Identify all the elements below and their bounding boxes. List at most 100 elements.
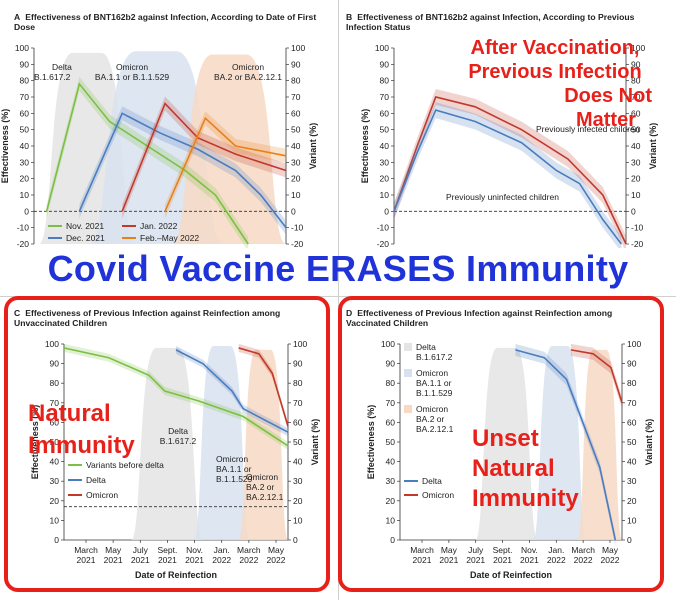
region-label-omicron-ba2-sub2: BA.2.12.1: [246, 492, 284, 502]
y-tick-label-right: 30: [627, 476, 637, 486]
y-tick-label-left: -20: [377, 239, 390, 248]
annotation-b-line-1: After Vaccination,: [470, 37, 640, 59]
y-tick-label-left: 40: [380, 141, 390, 151]
panel-b-letter: B: [346, 12, 353, 22]
y-tick-label-right: 30: [631, 157, 641, 167]
y-tick-label-right: 60: [631, 108, 641, 118]
annotation-b-line-2: Previous Infection: [468, 61, 642, 83]
panel-a-title: A Effectiveness of BNT162b2 against Infec…: [14, 12, 334, 32]
y-tick-label-right: 10: [631, 190, 641, 200]
x-tick-label-year: 2021: [520, 555, 539, 565]
y-tick-label-right: 90: [291, 59, 301, 69]
red-highlight-box-c: [4, 296, 330, 592]
series-ci-band-1: [394, 102, 622, 248]
x-tick-label-year: 2021: [439, 555, 458, 565]
y-tick-label-left: 60: [386, 417, 396, 427]
y-tick-label-right: 30: [291, 157, 301, 167]
legend-omicron-label: Omicron: [422, 490, 454, 500]
y-tick-label-left: 80: [380, 76, 390, 86]
x-tick-label-year: 2021: [493, 555, 512, 565]
y-tick-label-left: 30: [50, 476, 60, 486]
y-tick-label-right: 0: [293, 535, 298, 545]
y-tick-label-right: 70: [293, 398, 303, 408]
y-tick-label-left: 10: [20, 190, 30, 200]
annotation-b-line-3: Does Not: [564, 85, 652, 107]
annotation-d-line-1: Unset: [472, 425, 539, 452]
y-tick-label-right: 20: [293, 496, 303, 506]
series-ci-band-2: [122, 96, 286, 219]
y-tick-label-left: 50: [50, 437, 60, 447]
legend-region-omicron-ba1-sub1: BA.1.1 or: [416, 378, 452, 388]
x-tick-label-year: 2021: [413, 555, 432, 565]
curve-label-previously-uninfected: Previously uninfected children: [446, 192, 559, 202]
y-tick-label-right: 60: [627, 417, 637, 427]
y-axis-title-right: Variant (%): [310, 419, 320, 466]
region-label-omicron-ba1-sub2: B.1.1.529: [216, 474, 253, 484]
y-tick-label-left: 100: [45, 339, 59, 349]
y-tick-label-left: 0: [390, 535, 395, 545]
y-tick-label-left: 70: [380, 92, 390, 102]
annotation-c-line-1: Natural: [28, 400, 111, 427]
x-tick-label-year: 2022: [547, 555, 566, 565]
legend-region-omicron-ba2-sub2: BA.2.12.1: [416, 424, 454, 434]
x-tick-label-month: Nov.: [521, 545, 538, 555]
y-tick-label-right: 10: [291, 190, 301, 200]
series-ci-band-0: [394, 89, 626, 248]
x-tick-label-year: 2021: [104, 555, 123, 565]
annotation-b-line-4: Matter: [575, 109, 636, 131]
y-tick-label-left: 100: [381, 339, 395, 349]
region-label-omicron-ba1-sub: BA.1.1 or B.1.1.529: [95, 72, 169, 82]
y-axis-title-right: Variant (%): [308, 123, 318, 170]
y-tick-label-right: 50: [627, 437, 637, 447]
y-tick-label-left: 90: [20, 59, 30, 69]
x-tick-label-year: 2021: [131, 555, 150, 565]
series-line-0: [393, 96, 627, 245]
x-tick-label-month: Jan.: [548, 545, 564, 555]
legend-delta-label: Delta: [86, 475, 106, 485]
y-tick-label-left: 0: [24, 206, 29, 216]
y-tick-label-right: 90: [627, 359, 637, 369]
curve-label-previously-infected: Previously infected children: [536, 124, 640, 134]
legend-region-omicron-ba1: Omicron: [416, 368, 448, 378]
legend-swatch-omicron-ba2-region: [404, 405, 412, 413]
panel-d-chart: 0 0 10 10 20 20 30 30 40 40 50 50 60 60 70 70 80 80 90 90 10…: [366, 339, 654, 580]
y-tick-label-right: 50: [291, 125, 301, 135]
legend-delta-label: Delta: [422, 476, 442, 486]
region-label-delta-sub: B.1.617.2: [160, 436, 197, 446]
panel-c-title: C Effectiveness of Previous Infection aga…: [14, 308, 319, 328]
region-label-delta: Delta: [168, 426, 188, 436]
legend-dec-2021-label: Dec. 2021: [66, 233, 105, 243]
y-tick-label-right: 0: [291, 206, 296, 216]
panel-c-letter: C: [14, 308, 21, 318]
y-tick-label-left: 20: [380, 174, 390, 184]
annotation-c: Natural Immunity: [28, 398, 135, 462]
x-tick-label-year: 2021: [185, 555, 204, 565]
series-ci-band-0: [64, 343, 288, 450]
y-tick-label-right: 40: [627, 457, 637, 467]
y-tick-label-left: 70: [20, 92, 30, 102]
panel-divider-horizontal: [0, 296, 676, 297]
y-tick-label-right: 40: [291, 141, 301, 151]
x-tick-label-month: May: [441, 545, 458, 555]
panel-c-chart: 0 0 10 10 20 20 30 30 40 40 50 50 60 60 70 70 80 80 90 90 10…: [30, 339, 320, 580]
panel-d-title-text: Effectiveness of Previous Infection agai…: [346, 308, 613, 328]
y-tick-label-right: 50: [631, 125, 641, 135]
y-tick-label-right: -10: [631, 223, 644, 233]
annotation-c-line-2: Immunity: [28, 432, 135, 459]
variant-band-omicron-ba2: [238, 349, 288, 540]
region-label-omicron-ba2: Omicron: [232, 62, 264, 72]
panel-a-title-text: Effectiveness of BNT162b2 against Infect…: [14, 12, 317, 32]
y-tick-label-left: 90: [380, 59, 390, 69]
x-tick-label-year: 2021: [158, 555, 177, 565]
variant-band-omicron-ba1: [193, 345, 250, 540]
x-tick-label-month: July: [468, 545, 484, 555]
y-tick-label-left: 60: [380, 108, 390, 118]
region-label-omicron-ba1-sub1: BA.1.1 or: [216, 464, 252, 474]
y-axis-title-right: Variant (%): [648, 123, 658, 170]
y-tick-label-right: -20: [291, 239, 304, 248]
variant-band-omicron-ba2: [172, 54, 286, 245]
x-tick-label-month: May: [105, 545, 122, 555]
x-tick-label-month: Sept.: [493, 545, 513, 555]
legend-region-omicron-ba1-sub2: B.1.1.529: [416, 388, 453, 398]
y-axis-title-left: Effectiveness (%): [366, 405, 376, 480]
